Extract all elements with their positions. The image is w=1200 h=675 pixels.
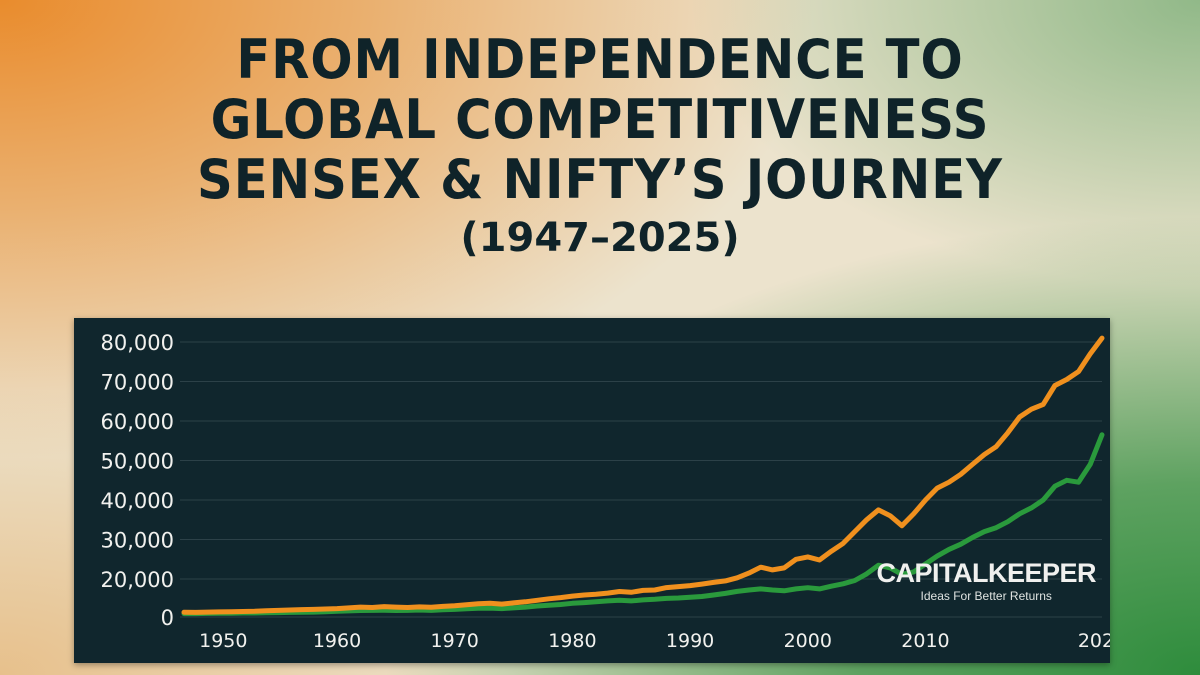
y-tick-label: 80,000 xyxy=(101,331,174,355)
brand-watermark: CAPITALKEEPER Ideas For Better Returns xyxy=(876,558,1096,604)
brand-name: CAPITALKEEPER xyxy=(876,558,1096,588)
y-tick-label: 30,000 xyxy=(101,529,174,553)
y-tick-label: 0 xyxy=(161,606,174,630)
brand-tagline: Ideas For Better Returns xyxy=(920,589,1052,603)
x-tick-label: 1980 xyxy=(548,630,596,652)
x-tick-label: 2000 xyxy=(784,630,832,652)
y-tick-label: 40,000 xyxy=(101,489,174,513)
y-tick-label: 60,000 xyxy=(101,410,174,434)
title-line-1: FROM INDEPENDENCE TO xyxy=(236,28,964,91)
x-tick-label: 1950 xyxy=(199,630,247,652)
title-block: FROM INDEPENDENCE TO GLOBAL COMPETITIVEN… xyxy=(0,30,1200,264)
chart-panel: 0 20,000 30,000 40,000 50,000 60,000 70,000 80,… xyxy=(74,318,1110,663)
x-tick-label: 1990 xyxy=(666,630,714,652)
series-line-orange xyxy=(181,335,1105,615)
title-line-2: GLOBAL COMPETITIVENESS xyxy=(210,88,990,151)
title-line-3: SENSEX & NIFTY’S JOURNEY xyxy=(197,148,1003,211)
series-line-green xyxy=(181,432,1105,617)
y-tick-label: 50,000 xyxy=(101,450,174,474)
x-tick-label: 1960 xyxy=(313,630,361,652)
x-tick-label: 1970 xyxy=(431,630,479,652)
y-tick-label: 20,000 xyxy=(101,568,174,592)
x-tick-label: 2010 xyxy=(901,630,949,652)
line-chart: 0 20,000 30,000 40,000 50,000 60,000 70,000 80,… xyxy=(101,331,1110,652)
y-tick-label: 70,000 xyxy=(101,371,174,395)
title-years: (1947–2025) xyxy=(460,215,740,261)
x-tick-label: 2025 xyxy=(1078,630,1110,652)
